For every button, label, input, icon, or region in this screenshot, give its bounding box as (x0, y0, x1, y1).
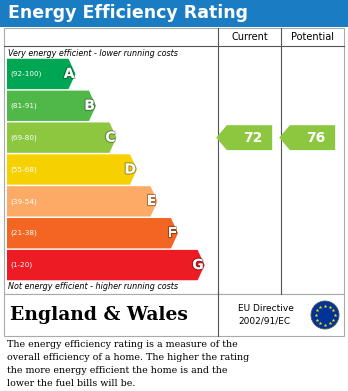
Polygon shape (279, 125, 335, 150)
Text: B: B (84, 99, 95, 113)
Polygon shape (216, 125, 272, 150)
Text: F: F (167, 226, 177, 240)
Polygon shape (7, 154, 137, 185)
Bar (4, 28, 344, 294)
Text: 72: 72 (243, 131, 263, 145)
Text: (1-20): (1-20) (10, 262, 32, 268)
Polygon shape (7, 59, 76, 89)
Text: EU Directive
2002/91/EC: EU Directive 2002/91/EC (238, 304, 294, 326)
Polygon shape (7, 91, 96, 121)
Text: Energy Efficiency Rating: Energy Efficiency Rating (8, 5, 248, 23)
Text: (81-91): (81-91) (10, 102, 37, 109)
Text: (69-80): (69-80) (10, 135, 37, 141)
Bar (4, 294, 344, 336)
Text: G: G (192, 258, 204, 272)
Text: (92-100): (92-100) (10, 71, 41, 77)
Text: A: A (64, 67, 74, 81)
Text: England & Wales: England & Wales (10, 306, 188, 324)
Polygon shape (7, 250, 205, 280)
Text: Current: Current (231, 32, 268, 42)
Text: E: E (147, 194, 157, 208)
Text: 76: 76 (306, 131, 325, 145)
Polygon shape (7, 122, 117, 153)
Polygon shape (7, 218, 178, 248)
Text: Not energy efficient - higher running costs: Not energy efficient - higher running co… (8, 282, 178, 291)
Circle shape (311, 301, 339, 329)
Text: (55-68): (55-68) (10, 166, 37, 173)
Text: D: D (125, 163, 136, 176)
Text: Potential: Potential (291, 32, 334, 42)
Text: C: C (105, 131, 116, 145)
Bar (0, 0, 348, 27)
Polygon shape (7, 186, 158, 217)
Text: (39-54): (39-54) (10, 198, 37, 204)
Text: Very energy efficient - lower running costs: Very energy efficient - lower running co… (8, 49, 178, 58)
Text: (21-38): (21-38) (10, 230, 37, 237)
Text: The energy efficiency rating is a measure of the
overall efficiency of a home. T: The energy efficiency rating is a measur… (7, 340, 249, 387)
